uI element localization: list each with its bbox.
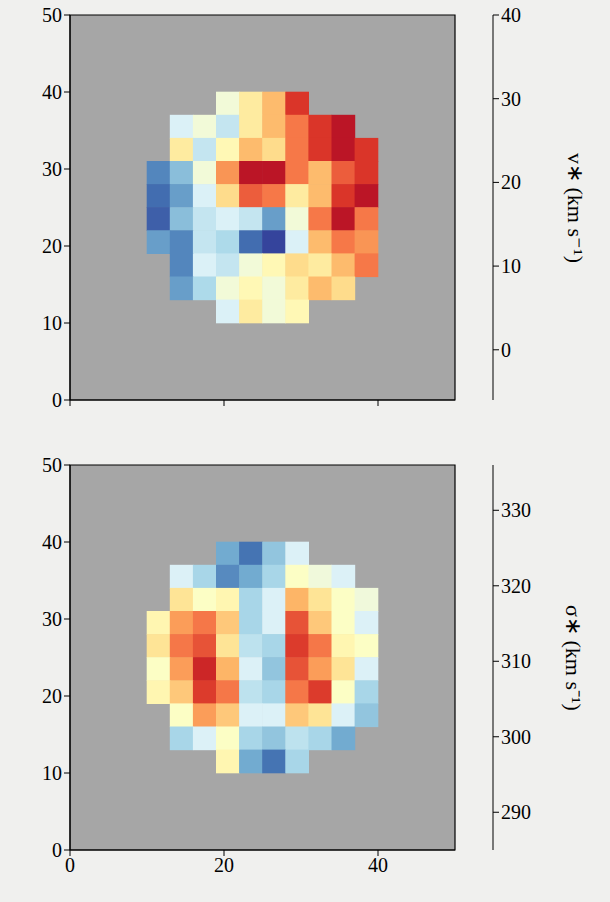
- svg-text:10: 10: [42, 762, 62, 784]
- svg-text:40: 40: [368, 854, 388, 876]
- svg-text:0: 0: [52, 389, 62, 411]
- html-text:σ∗ (km s⁻¹): σ∗ (km s⁻¹): [561, 604, 586, 711]
- svg-text:40: 40: [42, 531, 62, 553]
- svg-text:40: 40: [501, 4, 521, 26]
- svg-text:10: 10: [501, 255, 521, 277]
- svg-text:50: 50: [42, 4, 62, 26]
- svg-text:330: 330: [501, 499, 531, 521]
- svg-text:30: 30: [42, 608, 62, 630]
- svg-text:320: 320: [501, 575, 531, 597]
- svg-text:0: 0: [501, 339, 511, 361]
- svg-text:30: 30: [501, 88, 521, 110]
- svg-text:20: 20: [501, 171, 521, 193]
- svg-text:30: 30: [42, 158, 62, 180]
- html-text:v∗ (km s⁻¹): v∗ (km s⁻¹): [563, 152, 588, 263]
- svg-text:290: 290: [501, 801, 531, 823]
- svg-text:10: 10: [42, 312, 62, 334]
- svg-text:0: 0: [52, 839, 62, 861]
- svg-text:0: 0: [65, 854, 75, 876]
- svg-text:310: 310: [501, 650, 531, 672]
- svg-text:50: 50: [42, 454, 62, 476]
- svg-text:20: 20: [214, 854, 234, 876]
- svg-text:20: 20: [42, 685, 62, 707]
- svg-text:20: 20: [42, 235, 62, 257]
- svg-text:300: 300: [501, 726, 531, 748]
- svg-text:40: 40: [42, 81, 62, 103]
